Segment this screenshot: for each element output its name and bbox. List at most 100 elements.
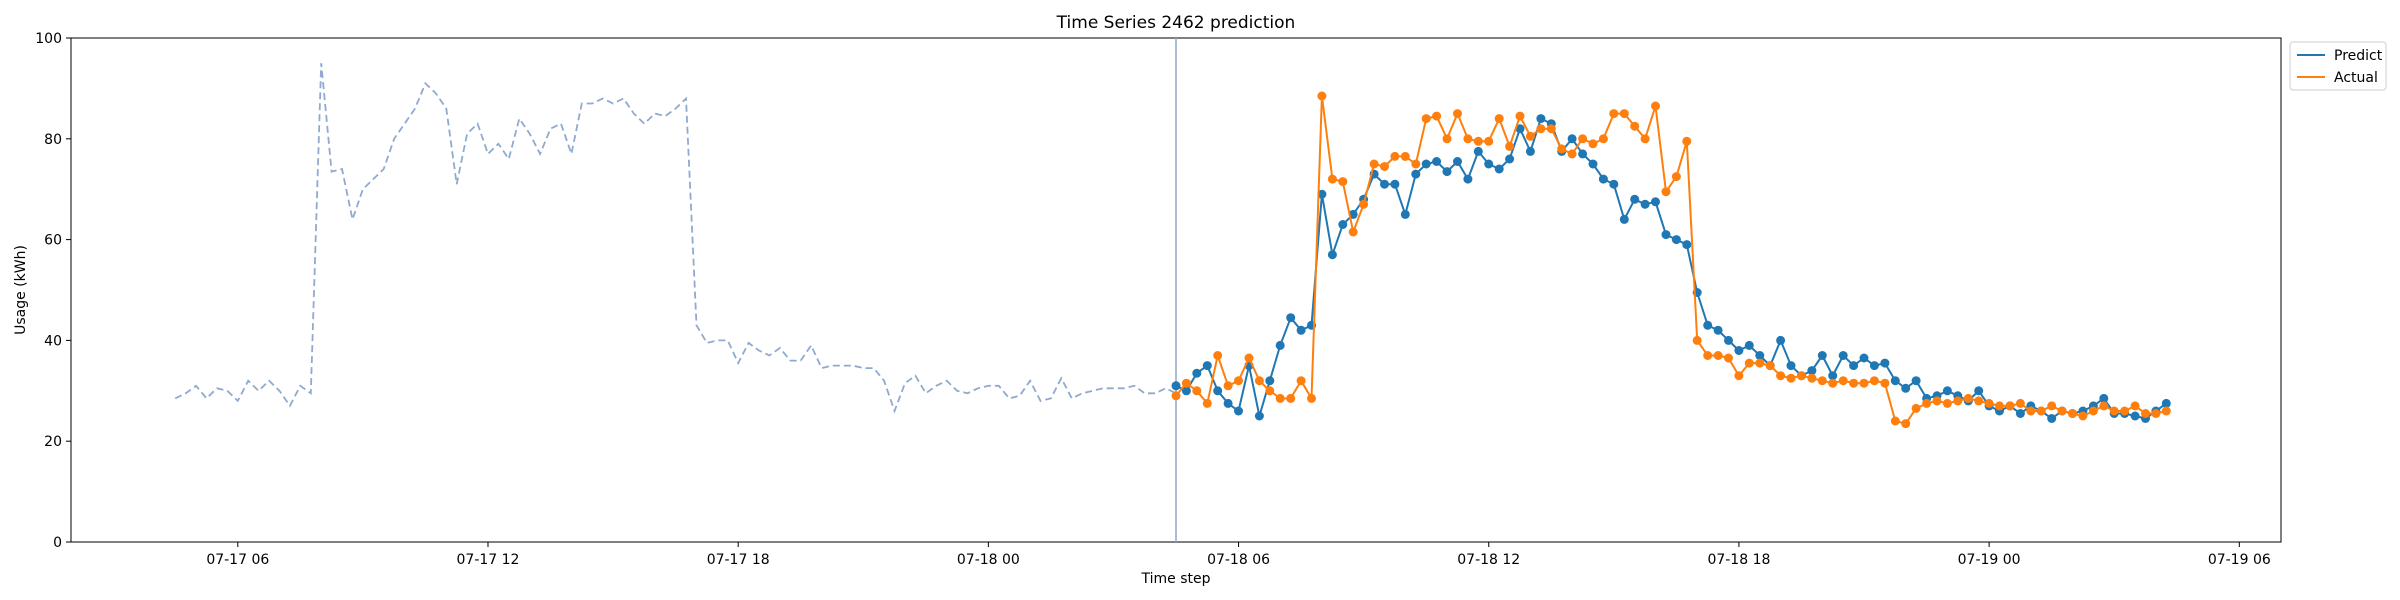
predict-point bbox=[1234, 406, 1243, 416]
predict-point bbox=[1974, 386, 1984, 396]
predict-point bbox=[1432, 157, 1442, 166]
actual-point bbox=[1671, 172, 1681, 182]
chart-title: Time Series 2462 prediction bbox=[1056, 13, 1296, 33]
actual-point bbox=[1254, 376, 1264, 386]
actual-point bbox=[1463, 134, 1473, 144]
actual-point bbox=[1369, 159, 1379, 169]
actual-point bbox=[1755, 358, 1765, 368]
actual-point bbox=[2120, 406, 2130, 416]
actual-point bbox=[1890, 416, 1900, 426]
predict-point bbox=[1598, 174, 1608, 184]
x-tick-label: 07-19 00 bbox=[1958, 552, 2021, 568]
predict-point bbox=[1338, 220, 1348, 229]
actual-point bbox=[1557, 144, 1567, 154]
legend-predict-label: Predict bbox=[2334, 48, 2383, 64]
predict-point bbox=[1213, 386, 1223, 396]
predict-point bbox=[1442, 167, 1452, 177]
actual-point bbox=[1567, 149, 1577, 159]
actual-point bbox=[1963, 393, 1973, 403]
actual-point bbox=[1828, 378, 1838, 388]
actual-point bbox=[1432, 111, 1442, 121]
predict-point bbox=[1317, 189, 1327, 199]
actual-point bbox=[1765, 361, 1775, 371]
actual-point bbox=[1619, 109, 1629, 119]
x-tick-label: 07-18 06 bbox=[1207, 552, 1270, 568]
actual-point bbox=[1265, 386, 1275, 396]
predict-point bbox=[1838, 351, 1848, 360]
actual-point bbox=[1578, 134, 1588, 144]
predict-point bbox=[1484, 159, 1494, 169]
actual-point bbox=[1974, 396, 1984, 406]
actual-point bbox=[1682, 136, 1692, 146]
actual-point bbox=[2036, 406, 2046, 416]
predict-point bbox=[1223, 398, 1233, 408]
actual-point bbox=[1525, 131, 1535, 141]
predict-point bbox=[1724, 335, 1733, 345]
predict-point bbox=[1192, 368, 1202, 378]
x-tick-label: 07-17 06 bbox=[206, 552, 269, 568]
predict-point bbox=[1713, 325, 1723, 335]
predict-point bbox=[2161, 398, 2171, 408]
actual-point bbox=[1786, 373, 1796, 383]
actual-point bbox=[1442, 134, 1452, 144]
actual-point bbox=[1275, 393, 1285, 403]
actual-point bbox=[2141, 409, 2150, 418]
x-axis-label: Time step bbox=[1141, 571, 1211, 587]
actual-point bbox=[1797, 371, 1806, 381]
actual-point bbox=[1724, 353, 1733, 363]
predict-point bbox=[1776, 335, 1786, 345]
actual-point bbox=[1807, 373, 1817, 383]
predict-point bbox=[1265, 376, 1275, 386]
y-tick-label: 60 bbox=[44, 233, 62, 249]
actual-point bbox=[1202, 398, 1212, 408]
predict-point bbox=[1849, 361, 1859, 371]
predict-point bbox=[1327, 250, 1337, 260]
predict-point bbox=[1390, 179, 1400, 189]
predict-point bbox=[1181, 386, 1191, 396]
predict-point bbox=[1609, 179, 1619, 189]
predict-point bbox=[1421, 159, 1431, 169]
predict-point bbox=[2130, 411, 2140, 421]
actual-point bbox=[2057, 406, 2067, 416]
predict-point bbox=[1411, 169, 1421, 179]
actual-point bbox=[1327, 174, 1337, 184]
actual-point bbox=[1453, 109, 1462, 119]
actual-point bbox=[1588, 139, 1598, 149]
predict-point bbox=[1515, 124, 1525, 134]
predict-point bbox=[1380, 179, 1389, 189]
predict-point bbox=[1817, 351, 1827, 360]
y-tick-label: 80 bbox=[44, 132, 62, 148]
actual-point bbox=[2130, 401, 2140, 411]
predict-point bbox=[1859, 353, 1869, 363]
actual-point bbox=[1901, 419, 1911, 429]
actual-point bbox=[1484, 136, 1494, 146]
predict-point bbox=[1463, 174, 1473, 184]
actual-point bbox=[1515, 111, 1525, 121]
predict-point bbox=[1202, 361, 1212, 371]
actual-point bbox=[1953, 396, 1963, 406]
actual-point bbox=[1932, 396, 1942, 406]
actual-point bbox=[1213, 351, 1223, 360]
actual-point bbox=[1703, 351, 1713, 360]
actual-point bbox=[1734, 371, 1744, 381]
predict-point bbox=[1275, 340, 1285, 350]
predict-line bbox=[1175, 117, 2167, 420]
predict-point bbox=[1682, 240, 1692, 250]
predict-point bbox=[1505, 154, 1515, 164]
actual-point bbox=[1911, 403, 1921, 413]
predict-point bbox=[1578, 149, 1588, 159]
actual-point bbox=[1880, 378, 1890, 388]
actual-point bbox=[1411, 159, 1421, 169]
actual-point bbox=[1505, 141, 1515, 151]
actual-point bbox=[1317, 91, 1327, 101]
actual-point bbox=[1473, 136, 1483, 146]
actual-point bbox=[2161, 406, 2171, 416]
actual-point bbox=[1640, 134, 1650, 144]
actual-point bbox=[1776, 371, 1786, 381]
predict-point bbox=[1286, 313, 1296, 323]
predict-point bbox=[1828, 371, 1838, 381]
actual-point bbox=[2047, 401, 2057, 411]
actual-point bbox=[1286, 393, 1296, 403]
actual-point bbox=[1192, 386, 1202, 396]
